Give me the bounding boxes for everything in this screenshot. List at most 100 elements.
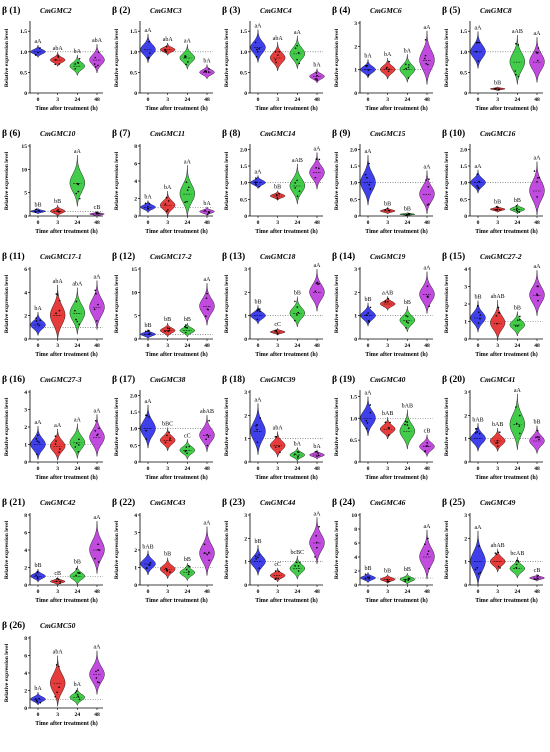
data-point — [424, 54, 427, 57]
panel-25: β (25) CmGMC49 Relative expression level 0 1… — [442, 497, 545, 604]
violin-0h — [470, 169, 486, 194]
y-tick-label: 0.5 — [240, 197, 247, 203]
gene-name: CmGMC8 — [480, 6, 512, 15]
y-tick-label: 0 — [244, 91, 247, 97]
data-point — [298, 62, 301, 65]
significance-label: aA — [184, 159, 192, 165]
data-point — [515, 563, 518, 566]
data-point — [208, 419, 210, 422]
data-point — [97, 543, 99, 546]
data-point — [203, 70, 206, 73]
significance-label: aA — [74, 149, 82, 155]
gene-name: CmGMC50 — [40, 621, 76, 630]
y-tick-label: 1.0 — [350, 416, 357, 422]
data-point — [407, 321, 409, 324]
gene-name: CmGMC2 — [40, 6, 72, 15]
y-tick-label: 0 — [244, 583, 247, 589]
x-tick-label: 0 — [477, 220, 480, 226]
data-point — [518, 425, 521, 427]
significance-label: bAB — [402, 404, 413, 410]
significance-label: aA — [314, 263, 322, 269]
y-tick-label: 0 — [354, 214, 357, 220]
x-tick-label: 3 — [56, 343, 59, 349]
data-point — [496, 322, 498, 325]
data-point — [294, 453, 296, 455]
panel-label: β (20) — [442, 374, 465, 385]
data-point — [279, 451, 281, 454]
data-point — [479, 314, 482, 316]
data-point — [186, 189, 189, 191]
data-point — [536, 285, 539, 288]
data-point — [495, 88, 497, 90]
data-point — [369, 404, 372, 406]
significance-label: cC — [184, 433, 191, 439]
data-point — [384, 421, 387, 424]
data-point — [365, 419, 368, 422]
data-point — [494, 552, 497, 554]
significance-label: aA — [94, 515, 102, 521]
significance-label: bB — [294, 291, 301, 297]
data-point — [477, 60, 480, 62]
data-point — [278, 445, 280, 448]
data-point — [368, 162, 370, 165]
data-point — [96, 434, 98, 437]
data-point — [318, 525, 320, 528]
x-axis-label: Time after treatment (h) — [35, 720, 97, 727]
x-tick-label: 48 — [204, 589, 210, 595]
data-point — [94, 289, 97, 292]
y-tick-label: 2 — [24, 314, 27, 320]
panel-19: β (19) CmGMC40 Relative expression level 0 0… — [332, 374, 435, 481]
y-axis-label: Relative expression level — [4, 28, 10, 87]
data-point — [314, 450, 317, 453]
data-point — [407, 579, 409, 581]
data-point — [368, 184, 371, 186]
data-point — [74, 309, 76, 312]
data-point — [387, 209, 390, 212]
panel-11: β (11) CmGMC17-1 Relative expression level… — [2, 251, 105, 358]
y-tick-label: 6 — [134, 162, 137, 168]
x-axis-label: Time after treatment (h) — [145, 474, 207, 481]
data-point — [478, 180, 480, 183]
data-point — [184, 324, 187, 326]
data-point — [38, 324, 41, 327]
gene-name: CmGMC40 — [370, 375, 406, 384]
panel-label: β (1) — [2, 5, 20, 16]
data-point — [477, 322, 480, 324]
violin-48h — [309, 269, 325, 312]
x-tick-label: 3 — [56, 589, 59, 595]
x-tick-label: 3 — [56, 97, 59, 103]
y-tick-label: 0 — [134, 460, 137, 466]
significance-label: bA — [313, 444, 321, 450]
data-point — [404, 580, 406, 583]
data-point — [318, 282, 320, 285]
data-point — [148, 40, 150, 43]
data-point — [206, 444, 209, 447]
x-axis-label: Time after treatment (h) — [255, 351, 317, 358]
data-point — [517, 325, 519, 327]
data-point — [166, 327, 169, 329]
data-point — [206, 213, 209, 216]
data-point — [296, 44, 298, 47]
data-point — [274, 51, 277, 53]
y-tick-label: 8 — [24, 513, 27, 519]
panel-4: β (4) CmGMC6 Relative expression level 0 1 2 3… — [332, 5, 435, 112]
data-point — [34, 698, 37, 700]
data-point — [367, 69, 370, 71]
y-axis-label: Relative expression level — [4, 397, 10, 456]
significance-label: bB — [533, 420, 540, 426]
x-tick-label: 24 — [515, 220, 521, 226]
data-point — [518, 432, 521, 435]
y-tick-label: 3 — [464, 513, 467, 519]
violin-0h — [140, 550, 156, 576]
significance-label: aA — [204, 277, 212, 283]
y-axis-label: Relative expression level — [224, 520, 230, 579]
data-point — [297, 565, 300, 567]
data-point — [208, 559, 210, 562]
data-point — [426, 285, 429, 287]
data-point — [424, 450, 426, 453]
significance-label: bB — [34, 202, 41, 208]
data-point — [406, 421, 408, 423]
data-point — [258, 185, 261, 188]
data-point — [387, 300, 389, 303]
